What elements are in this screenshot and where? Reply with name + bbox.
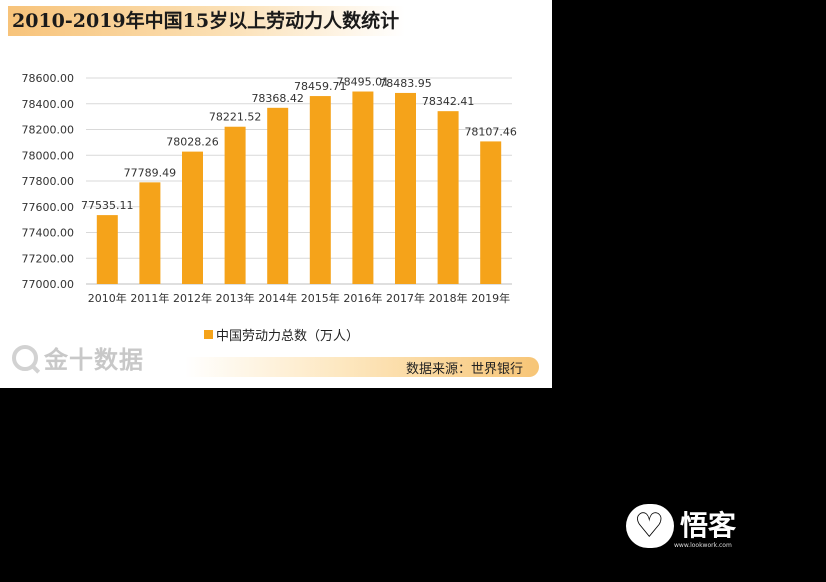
brand-subtitle: www.lookwork.com: [674, 542, 732, 549]
legend: 中国劳动力总数（万人）: [204, 325, 360, 344]
bar: [182, 151, 203, 284]
bar: [352, 91, 374, 285]
data-label: 78028.26: [166, 136, 219, 149]
legend-swatch: [204, 329, 213, 339]
x-tick-label: 2010年: [88, 291, 127, 305]
y-tick-label: 78000.00: [22, 149, 75, 162]
source-text: 数据来源：世界银行: [405, 362, 523, 377]
x-tick-label: 2013年: [216, 291, 255, 305]
y-tick-label: 77200.00: [22, 252, 75, 265]
data-label: 78342.41: [422, 95, 475, 108]
source-bar: 数据来源：世界银行: [185, 357, 539, 377]
x-axis-ticks: 2010年 2011年 2012年 2013年 2014年 2015年 2016年 2017年…: [88, 291, 510, 305]
chart-title: 2010-2019年中国15岁以上劳动力人数统计: [8, 6, 406, 36]
y-tick-label: 78200.00: [22, 124, 75, 137]
x-tick-label: 2019年: [471, 291, 510, 305]
legend-label: 中国劳动力总数（万人）: [216, 328, 360, 344]
y-tick-label: 78600.00: [22, 72, 75, 85]
data-label: 77789.49: [124, 166, 177, 179]
bar: [437, 111, 459, 285]
y-tick-label: 77800.00: [22, 175, 75, 188]
brand-logo: 悟客 www.lookwork.com: [626, 498, 756, 558]
data-label: 78221.52: [209, 111, 262, 124]
y-tick-label: 78400.00: [22, 98, 75, 111]
x-tick-label: 2011年: [130, 291, 169, 305]
x-tick-label: 2018年: [429, 291, 468, 305]
bar: [96, 215, 118, 284]
data-label: 78368.42: [251, 92, 304, 105]
x-tick-label: 2015年: [301, 291, 340, 305]
chart-card: 2010-2019年中国15岁以上劳动力人数统计 77000.00 77200.0…: [0, 0, 552, 388]
heart-logo-icon: [626, 504, 674, 548]
x-tick-label: 2012年: [173, 291, 212, 305]
data-label: 78459.71: [294, 80, 347, 93]
bar: [395, 92, 416, 284]
bar: [267, 107, 289, 285]
y-tick-label: 77400.00: [22, 227, 75, 240]
bar: [139, 182, 161, 284]
y-tick-label: 77000.00: [22, 278, 75, 291]
bar: [480, 141, 502, 284]
data-label: 77535.11: [81, 199, 134, 212]
watermark-text: 金十数据: [44, 346, 144, 374]
y-tick-label: 77600.00: [22, 201, 75, 214]
y-axis-ticks: 77000.00 77200.00 77400.00 77600.00 77800.00…: [22, 72, 75, 291]
bar: [309, 96, 331, 284]
data-label: 78107.46: [464, 125, 517, 138]
x-tick-label: 2017年: [386, 291, 425, 305]
x-tick-label: 2016年: [343, 291, 382, 305]
bars: 77535.11 77789.49 78028.26 78221.52 78368.42…: [81, 76, 517, 285]
watermark-logo-icon: [12, 344, 38, 371]
x-tick-label: 2014年: [258, 291, 297, 305]
watermark: 金十数据: [12, 340, 144, 375]
bar: [224, 126, 246, 284]
data-label: 78495.01: [337, 76, 390, 89]
brand-name: 悟客: [680, 509, 737, 542]
bar-chart: 77000.00 77200.00 77400.00 77600.00 77800.00…: [22, 72, 517, 305]
data-label: 78483.95: [379, 77, 432, 90]
